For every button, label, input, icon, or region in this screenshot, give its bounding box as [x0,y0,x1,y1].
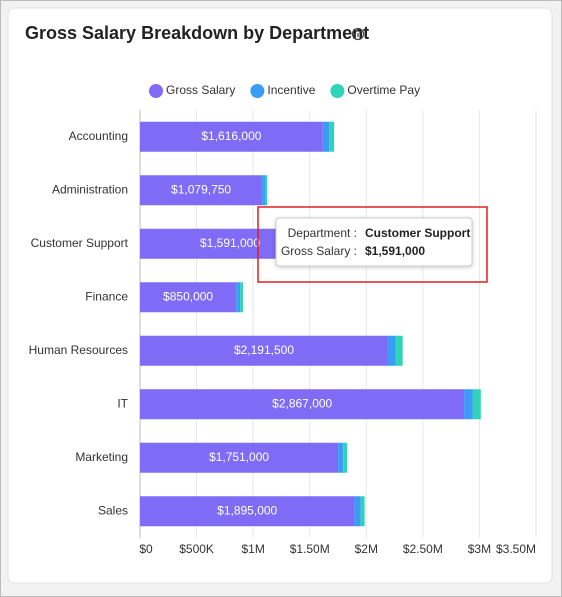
bar-segment[interactable] [140,335,388,366]
y-tick-label: IT [117,396,128,410]
legend-swatch [250,84,265,98]
bar-segment[interactable] [140,121,323,152]
bar-segment[interactable] [264,175,268,206]
bar-segment[interactable] [360,496,365,527]
bar-segment[interactable] [343,442,348,473]
x-tick-label: $0 [139,542,153,556]
bar-segment[interactable] [140,282,237,313]
value-label: $2,191,500 [234,343,294,357]
bar-segment[interactable] [338,442,344,473]
x-tick-label: $2.50M [403,542,443,556]
bar-segment[interactable] [472,389,481,420]
bar-segment[interactable] [140,442,339,473]
legend-swatch [149,84,163,98]
bar-segment[interactable] [140,389,465,420]
y-tick-label: Accounting [69,129,128,143]
value-label: $2,867,000 [272,396,332,410]
info-icon[interactable] [351,27,365,41]
value-label: $1,616,000 [201,129,261,143]
y-tick-label: Marketing [75,450,128,464]
x-tick-label: $1M [241,542,264,556]
bar-segment[interactable] [387,335,396,366]
tooltip-value: Customer Support [365,226,470,240]
legend-swatch [330,84,345,98]
legend-label[interactable]: Incentive [267,83,315,97]
legend-label[interactable]: Overtime Pay [347,83,420,97]
bar-segment[interactable] [354,496,361,527]
tooltip-box [275,217,473,267]
bar-segment[interactable] [464,389,473,420]
value-label: $1,895,000 [217,503,277,517]
x-tick-label: $1.50M [290,542,330,556]
highlight-box [257,206,488,283]
x-tick-label: $3.50M [496,542,536,556]
x-tick-label: $2M [355,542,378,556]
value-label: $1,751,000 [209,450,269,464]
bar-segment[interactable] [262,175,265,206]
bar-segment[interactable] [140,175,263,206]
bar-segment[interactable] [395,335,403,366]
x-tick-label: $3M [468,542,491,556]
y-tick-label: Customer Support [31,236,129,250]
legend-label[interactable]: Gross Salary [166,83,235,97]
bar-segment[interactable] [140,496,355,527]
value-label: $1,079,750 [171,182,231,196]
bar-segment[interactable] [236,282,241,313]
y-tick-label: Sales [98,503,128,517]
bar-segment[interactable] [240,282,243,313]
x-tick-label: $500K [179,542,214,556]
tooltip-value: $1,591,000 [365,244,425,258]
y-tick-label: Finance [85,289,128,303]
bar-segment[interactable] [329,121,335,152]
tooltip-label: Gross Salary : [281,244,357,258]
value-label: $1,591,000 [200,236,260,250]
y-tick-label: Administration [52,182,128,196]
tooltip-label: Department : [288,226,357,240]
y-tick-label: Human Resources [29,343,128,357]
bar-segment[interactable] [322,121,330,152]
chart-title: Gross Salary Breakdown by Department [25,23,369,43]
value-label: $850,000 [163,289,213,303]
